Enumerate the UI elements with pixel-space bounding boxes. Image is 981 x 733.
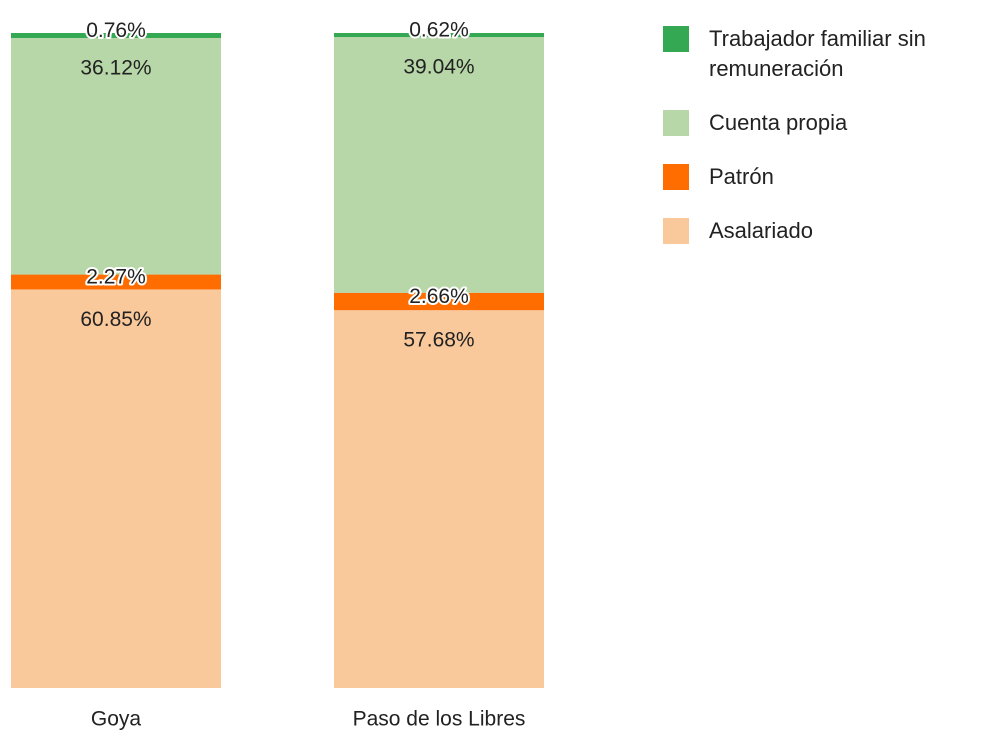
bar-segment bbox=[11, 33, 221, 38]
bar-segment bbox=[11, 274, 221, 290]
x-tick-label: Goya bbox=[91, 708, 142, 731]
data-label: 39.04% bbox=[403, 56, 474, 79]
legend-swatch bbox=[663, 26, 689, 52]
legend-label: Patrón bbox=[709, 164, 774, 189]
legend-label: Trabajador familiar sin remuneración bbox=[709, 26, 926, 81]
legend-item: Trabajador familiar sin remuneración bbox=[663, 24, 963, 84]
data-label: 2.66% bbox=[409, 285, 469, 308]
bar-segment bbox=[11, 289, 221, 688]
bar-segment bbox=[334, 37, 544, 293]
legend-label: Asalariado bbox=[709, 218, 813, 243]
data-label: 57.68% bbox=[403, 329, 474, 352]
bar-segment bbox=[334, 33, 544, 38]
bar-segment bbox=[334, 292, 544, 311]
legend-item: Asalariado bbox=[663, 216, 963, 246]
legend-swatch bbox=[663, 164, 689, 190]
legend-label: Cuenta propia bbox=[709, 110, 848, 135]
legend-item: Patrón bbox=[663, 162, 963, 192]
x-tick-label: Paso de los Libres bbox=[353, 708, 526, 731]
legend-item: Cuenta propia bbox=[663, 108, 963, 138]
data-label: 2.27% bbox=[86, 266, 146, 289]
data-label: 36.12% bbox=[80, 57, 151, 80]
data-label: 0.76% bbox=[86, 19, 146, 42]
legend: Trabajador familiar sin remuneración Cuen… bbox=[663, 24, 963, 270]
bar-segment bbox=[334, 310, 544, 688]
data-label: 0.62% bbox=[409, 19, 469, 42]
data-label: 60.85% bbox=[80, 308, 151, 331]
legend-swatch bbox=[663, 218, 689, 244]
legend-swatch bbox=[663, 110, 689, 136]
bar-segment bbox=[11, 37, 221, 275]
